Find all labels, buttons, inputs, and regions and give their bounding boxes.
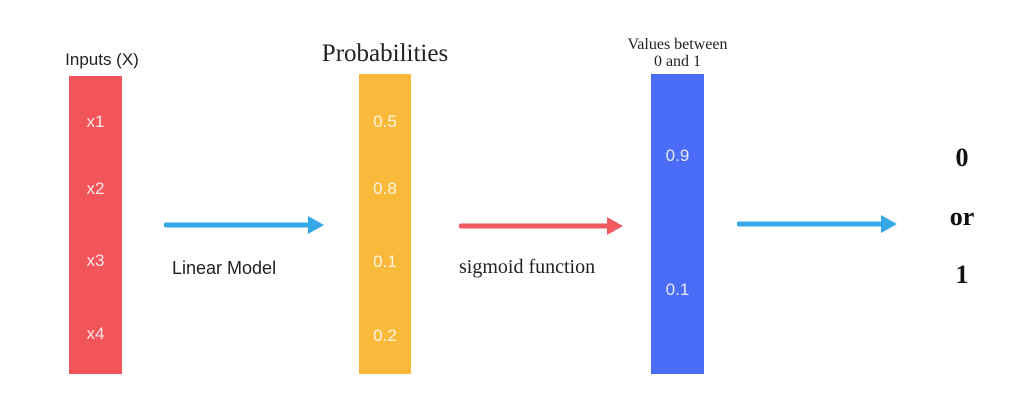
value-cell-2: 0.1 [665, 280, 690, 299]
arrow-sigmoid [459, 217, 623, 235]
output-or: or [949, 202, 975, 231]
values-title-line2: 0 and 1 [653, 53, 702, 70]
values-title-line1: Values between [627, 36, 728, 53]
probabilities-bar: 0.5 0.8 0.1 0.2 [359, 74, 411, 374]
input-cell-x3: x3 [86, 251, 105, 270]
arrow-linear-model-head [308, 216, 324, 234]
value-cell-1: 0.9 [665, 146, 690, 165]
arrow-output [737, 215, 897, 233]
probability-cell-2: 0.8 [373, 179, 397, 198]
arrow-sigmoid-head [607, 217, 623, 235]
sigmoid-label: sigmoid function [459, 256, 596, 278]
arrow-output-head [881, 215, 897, 233]
probability-cell-3: 0.1 [373, 252, 397, 271]
output-one: 1 [955, 260, 969, 289]
input-cell-x1: x1 [86, 112, 105, 131]
input-cell-x2: x2 [86, 179, 105, 198]
input-cell-x4: x4 [86, 324, 105, 343]
linear-model-label: Linear Model [172, 258, 277, 278]
probability-cell-1: 0.5 [373, 112, 397, 131]
probability-cell-4: 0.2 [373, 326, 397, 345]
arrow-linear-model [164, 216, 324, 234]
inputs-title: Inputs (X) [65, 50, 139, 69]
output-zero: 0 [955, 143, 969, 172]
probabilities-title: Probabilities [321, 40, 449, 67]
inputs-bar: x1 x2 x3 x4 [69, 76, 122, 374]
values-bar: 0.9 0.1 [651, 74, 704, 374]
